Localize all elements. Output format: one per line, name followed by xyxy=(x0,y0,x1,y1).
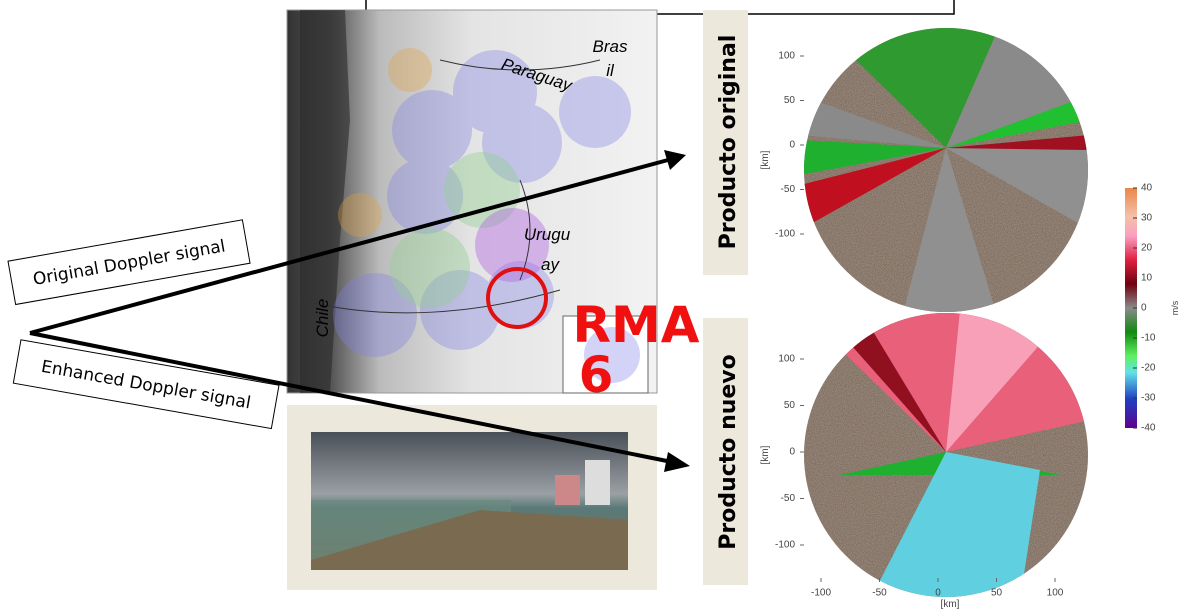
x-tick-label: 0 xyxy=(935,588,941,599)
colorbar-tick-label: 0 xyxy=(1141,303,1147,314)
panel-title: Producto original xyxy=(716,35,741,250)
map-label: Chile xyxy=(313,299,332,338)
slide: Paraguay Bras il Urugu ay Chile RMA 6 Or… xyxy=(0,0,1190,615)
colorbar-tick-label: 10 xyxy=(1141,273,1153,284)
station-label: 6 xyxy=(579,346,614,404)
x-tick-label: -50 xyxy=(872,588,887,599)
photo xyxy=(287,405,657,590)
x-axis-label: [km] xyxy=(941,599,960,610)
colorbar-tick-label: 30 xyxy=(1141,213,1153,224)
colorbar-unit: m/s xyxy=(1170,300,1180,315)
colorbar-tick-label: 20 xyxy=(1141,243,1153,254)
y-tick-label: 50 xyxy=(784,95,796,106)
map-label: Urugu xyxy=(524,225,571,244)
colorbar-tick-label: -20 xyxy=(1141,363,1156,374)
y-axis-label: [km] xyxy=(760,445,771,464)
y-tick-label: -100 xyxy=(775,540,795,551)
map-label: Bras xyxy=(593,37,628,56)
map-label: ay xyxy=(541,255,560,274)
y-tick-label: 0 xyxy=(789,140,795,151)
colorbar-tick-label: 40 xyxy=(1141,183,1153,194)
signal-box: Enhanced Doppler signal xyxy=(13,340,279,429)
colorbar-tick-label: -30 xyxy=(1141,393,1156,404)
y-tick-label: 50 xyxy=(784,400,796,411)
x-tick-label: -100 xyxy=(811,588,831,599)
signal-box: Original Doppler signal xyxy=(8,220,250,305)
y-tick-label: -50 xyxy=(781,184,796,195)
x-tick-label: 50 xyxy=(991,588,1003,599)
y-axis-label: [km] xyxy=(760,150,771,169)
y-tick-label: 100 xyxy=(778,354,795,365)
colorbar-tick-label: -10 xyxy=(1141,333,1156,344)
radar-original xyxy=(800,25,1100,325)
y-tick-label: -100 xyxy=(775,229,795,240)
colorbar-tick-label: -40 xyxy=(1141,423,1156,434)
panel-title: Producto nuevo xyxy=(716,354,741,550)
radar-new xyxy=(800,310,1100,610)
y-tick-label: 100 xyxy=(778,51,795,62)
y-tick-label: -50 xyxy=(781,493,796,504)
map-label: il xyxy=(606,61,615,80)
x-tick-label: 100 xyxy=(1047,588,1064,599)
y-tick-label: 0 xyxy=(789,447,795,458)
